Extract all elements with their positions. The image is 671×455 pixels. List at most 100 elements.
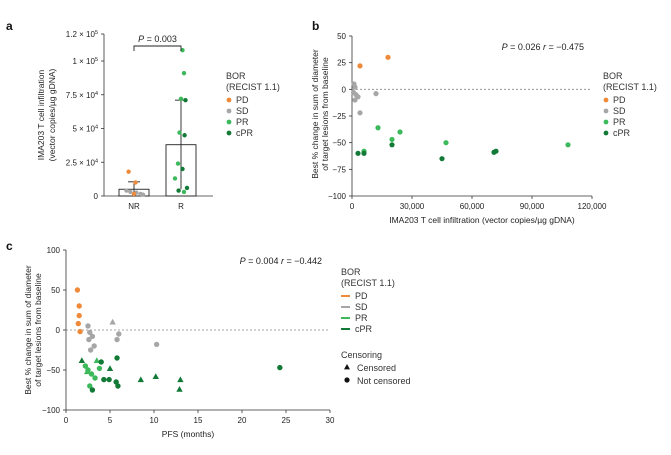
panel-label-b: b [312, 19, 319, 33]
data-point [89, 333, 96, 340]
data-point [76, 312, 82, 319]
legend-label-pd: PD [355, 291, 368, 301]
data-point [397, 129, 403, 135]
legend-marker-pr [603, 119, 609, 125]
panel-a-bar-chart: 0 2.5 × 104 5 × 104 7.5 × 104 1 × 105 1.2 × 1… [36, 30, 280, 211]
legend-marker-sd [226, 108, 232, 114]
data-point [172, 176, 178, 181]
data-point [439, 156, 445, 162]
panel-b-x-label: IMA203 T cell infiltration (vector copie… [389, 215, 575, 225]
panel-c-x-tick-label: 0 [64, 416, 69, 425]
legend-marker-censored [344, 364, 350, 370]
legend-marker-pd [226, 97, 232, 103]
panel-c-x-tick-label: 15 [194, 416, 203, 425]
data-point [116, 331, 122, 337]
panel-a-y-tick-label: 1 × 105 [72, 57, 98, 66]
data-point [133, 180, 138, 185]
data-point [101, 376, 107, 383]
data-point [75, 320, 82, 327]
data-point [92, 375, 98, 381]
data-point [385, 54, 391, 60]
panel-b-legend-title-1: BOR [603, 71, 623, 81]
data-point [87, 347, 94, 353]
panel-b-y-tick-label: −75 [332, 165, 346, 174]
panel-b-x-tick-label: 120,000 [578, 202, 607, 211]
legend-marker-pr [226, 119, 232, 125]
panel-a-y-tick-label: 2.5 × 104 [66, 158, 98, 167]
data-point [126, 169, 131, 174]
panel-c-y-tick-label: −50 [46, 366, 60, 375]
legend-label-pr: PR [236, 117, 249, 127]
panel-c-y-tick-label: 100 [47, 246, 61, 255]
panel-b-stat: P = 0.026 r = −0.475 [502, 42, 584, 52]
data-point [175, 161, 181, 166]
data-point [443, 140, 449, 146]
panel-b-y-label-2: of target lesions from baseline [320, 57, 330, 171]
x-tick-label-nr: NR [128, 202, 140, 211]
data-point [124, 188, 129, 193]
panel-a-y-tick-label: 1.2 × 105 [66, 30, 98, 39]
panel-c-x-tick-label: 20 [238, 416, 247, 425]
panel-b-x-tick-label: 30,000 [400, 202, 425, 211]
panel-b-y-tick-label: 50 [337, 32, 346, 41]
legend-label-pr: PR [613, 117, 626, 127]
data-point [91, 343, 97, 349]
data-point [77, 328, 83, 335]
panel-c-y-label-1: Best % change in sum of diameter [23, 265, 33, 395]
data-point-censored [176, 386, 183, 392]
data-point [373, 91, 379, 97]
data-point [357, 110, 363, 116]
data-point [565, 142, 571, 148]
panel-b-y-tick-label: 25 [337, 59, 346, 68]
data-point [74, 287, 81, 293]
panel-c-y-tick-label: −100 [42, 406, 61, 415]
legend-marker-cpr [603, 130, 609, 136]
panel-c-y-tick-label: 0 [56, 326, 61, 335]
data-point [177, 130, 182, 135]
panel-c-legend-title-1: BOR [341, 267, 361, 277]
data-point-censored [109, 318, 116, 325]
data-point [176, 188, 181, 193]
data-point [277, 364, 283, 371]
data-point-censored [106, 365, 114, 371]
data-point [131, 191, 137, 197]
legend-label-pd: PD [613, 95, 626, 105]
data-point [491, 149, 497, 155]
panel-c-x-tick-label: 10 [150, 416, 159, 425]
data-point-censored [78, 357, 86, 363]
panel-a-y-label-1: IMA203 T cell infiltration [36, 70, 46, 161]
panel-a-legend-title-1: BOR [226, 71, 246, 81]
panel-a-y-tick-label: 5 × 104 [72, 125, 98, 134]
data-point [140, 192, 146, 197]
panel-c-x-tick-label: 25 [282, 416, 291, 425]
legend-label-sd: SD [355, 302, 368, 312]
data-point [106, 376, 112, 383]
data-point [357, 63, 363, 69]
legend-label-cpr: cPR [613, 128, 631, 138]
legend-label-sd: SD [236, 106, 249, 116]
data-point [76, 303, 82, 309]
panel-b-x-tick-label: 90,000 [520, 202, 545, 211]
data-point [181, 70, 187, 76]
data-point [96, 365, 103, 372]
panel-b-legend-title-2: (RECIST 1.1) [603, 82, 657, 92]
legend-marker-cpr [226, 130, 232, 136]
data-point [389, 142, 395, 148]
data-point [82, 363, 89, 369]
data-point [352, 97, 358, 103]
panel-c-x-label: PFS (months) [162, 429, 215, 439]
data-point [389, 136, 395, 143]
legend-label-censored: Censored [357, 363, 396, 373]
data-point [88, 371, 95, 377]
panel-a-p-value: P = 0.003 [138, 34, 177, 44]
data-point [355, 150, 361, 156]
data-point [98, 359, 104, 365]
data-point-censored [152, 373, 159, 379]
panel-label-c: c [6, 239, 13, 253]
panel-c-x-tick-label: 30 [326, 416, 335, 425]
legend-label-pd: PD [236, 95, 249, 105]
panel-b-x-tick-label: 60,000 [460, 202, 485, 211]
legend-marker-pd [603, 97, 609, 103]
panel-a-y-tick-label: 0 [94, 192, 99, 201]
data-point [181, 189, 187, 195]
